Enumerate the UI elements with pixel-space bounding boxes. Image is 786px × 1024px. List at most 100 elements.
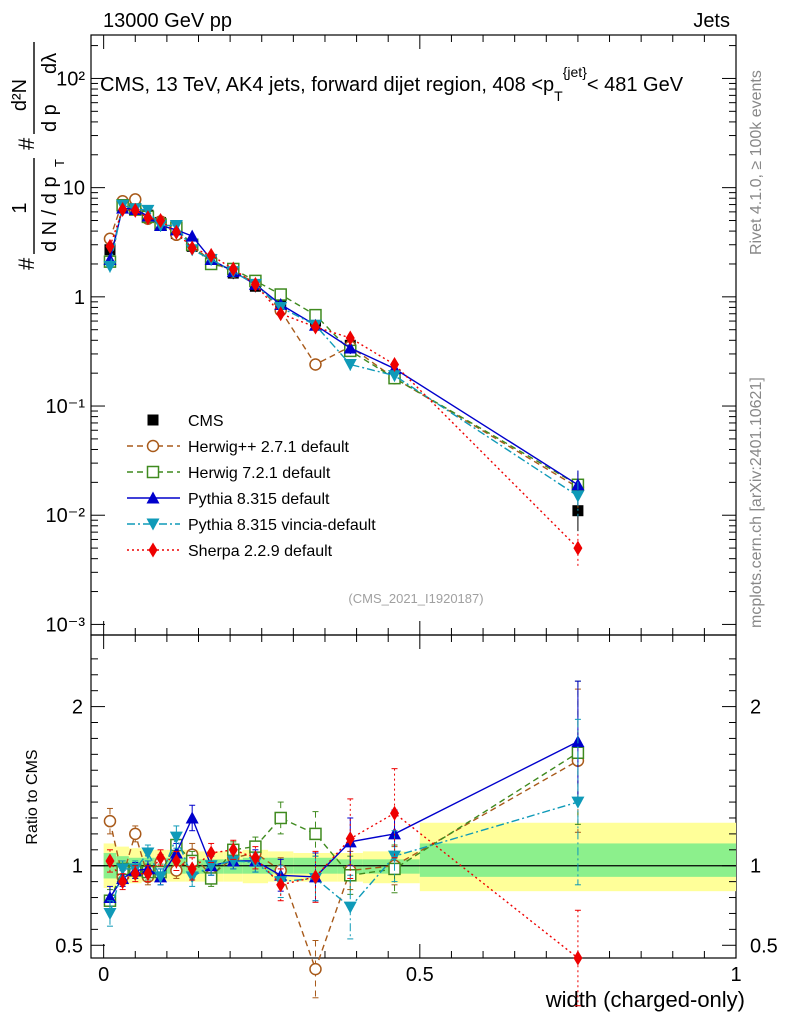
ratio-point [156, 850, 166, 866]
ratio-point [309, 827, 322, 841]
axes-layer: 10⁻³ 10⁻² 10⁻¹ 1 10 10² 0 0.5 1 0.5 0.5 1 1 2 2 [46, 35, 778, 986]
series-3 [103, 201, 585, 506]
ratio-point [310, 869, 320, 885]
y-tick-label: 10² [56, 68, 85, 90]
data-point [118, 202, 128, 218]
x-tick-label: 0 [98, 964, 109, 986]
series-5 [105, 202, 583, 569]
plot-title: CMS, 13 TeV, AK4 jets, forward dijet reg… [100, 64, 684, 104]
ratio-y-label: Ratio to CMS [24, 749, 41, 844]
svg-text:d p: d p [39, 104, 61, 132]
plot-title-sup: {jet} [563, 64, 587, 80]
x-tick-label: 0.5 [406, 964, 434, 986]
ratio-point [103, 891, 117, 904]
ratio-point [309, 962, 322, 976]
ratio-series-4 [105, 768, 583, 1007]
data-point [143, 210, 153, 226]
legend-item: Herwig++ 2.7.1 default [127, 439, 350, 456]
data-point [206, 247, 216, 263]
ratio-point [573, 950, 583, 966]
ratio-point [388, 850, 402, 863]
series-0 [104, 199, 584, 532]
svg-text:T: T [52, 159, 67, 167]
ratio-point [103, 814, 117, 828]
legend-marker [148, 542, 158, 558]
ratio-point [105, 853, 115, 869]
svg-text:d N / d p: d N / d p [39, 176, 61, 252]
data-point [388, 370, 402, 383]
series-1 [103, 193, 585, 508]
energy-label: 13000 GeV pp [103, 10, 232, 32]
series-4 [103, 199, 585, 517]
data-point [105, 238, 115, 254]
ratio-point [103, 907, 117, 920]
ratio-y-tick-label-right: 0.5 [750, 935, 778, 957]
plot-title-tail: < 481 GeV [587, 74, 684, 96]
x-axis-label: width (charged-only) [545, 987, 745, 1012]
y-tick-label: 10 [63, 178, 85, 200]
ratio-point [343, 901, 357, 914]
ratio-point [250, 850, 260, 866]
legend-item: Sherpa 2.2.9 default [127, 542, 333, 560]
ratio-point [130, 866, 140, 882]
svg-text:1: 1 [9, 202, 31, 213]
data-point [171, 224, 181, 240]
data-point [310, 319, 320, 335]
svg-text:dλ: dλ [39, 53, 61, 74]
legend-label: Pythia 8.315 default [188, 491, 330, 508]
svg-text:#: # [14, 257, 39, 270]
ratio-point [206, 845, 216, 861]
ratio-y-tick-label: 1 [72, 856, 83, 878]
ratio-point [274, 811, 287, 825]
ratio-y-tick-label-right: 1 [750, 856, 761, 878]
legend-marker [146, 518, 160, 531]
ratio-point [143, 866, 153, 882]
legend-label: Herwig++ 2.7.1 default [188, 439, 350, 456]
y-tick-label: 10⁻² [46, 505, 86, 527]
ratio-point [129, 827, 142, 841]
data-point [343, 341, 357, 354]
ratio-point [571, 796, 585, 809]
legend-label: CMS [188, 413, 224, 430]
legend-label: Herwig 7.2.1 default [188, 465, 331, 482]
analysis-watermark: (CMS_2021_I1920187) [348, 591, 483, 606]
legend-marker [146, 439, 160, 453]
ratio-point [169, 831, 183, 844]
data-point [250, 276, 260, 292]
ratio-point [185, 811, 199, 824]
series-2 [103, 198, 585, 506]
ratio-series-layer [103, 680, 585, 1007]
series-line [109, 208, 579, 549]
mcplots-label: mcplots.cern.ch [arXiv:2401.10621] [748, 377, 765, 628]
legend-marker [146, 491, 160, 504]
ratio-point [116, 863, 130, 876]
x-tick-label: 1 [730, 964, 741, 986]
svg-text:d²N: d²N [9, 79, 31, 111]
ratio-point [390, 805, 400, 821]
ratio-point [187, 861, 197, 877]
ratio-series-3 [103, 718, 585, 940]
ratio-y-tick-label: 2 [72, 697, 83, 719]
ratio-point [228, 842, 238, 858]
data-point [103, 260, 117, 273]
legend-item: Herwig 7.2.1 default [127, 465, 331, 482]
plot-title-lead: CMS, 13 TeV, AK4 jets, forward dijet reg… [100, 74, 554, 96]
ratio-point [185, 871, 199, 884]
legend-marker [147, 414, 159, 426]
y-tick-label: 10⁻¹ [46, 396, 86, 418]
data-point [573, 540, 583, 556]
y-tick-label: 10⁻³ [46, 614, 86, 636]
data-point [343, 359, 357, 372]
svg-text:#: # [14, 137, 39, 150]
ratio-point [141, 847, 155, 860]
ratio-point [154, 871, 168, 884]
ratio-y-tick-label-right: 2 [750, 697, 761, 719]
ratio-point [345, 831, 355, 847]
legend-marker [146, 465, 160, 479]
data-point [228, 261, 238, 277]
legend-label: Sherpa 2.2.9 default [188, 543, 333, 560]
ratio-y-tick-label: 0.5 [55, 935, 83, 957]
ratio-point [204, 860, 218, 873]
data-point [156, 213, 166, 229]
